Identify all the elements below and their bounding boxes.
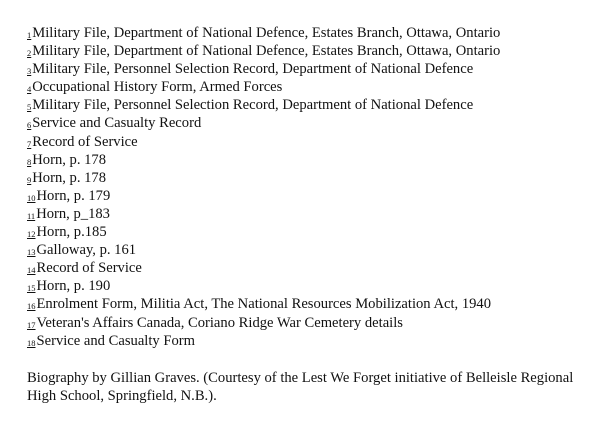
footnote-number[interactable]: 15 <box>27 283 36 294</box>
footnote-number[interactable]: 16 <box>27 301 36 312</box>
footnote-number[interactable]: 6 <box>27 120 32 131</box>
footnote-text: Horn, p. 178 <box>32 169 107 186</box>
footnote-item: 4Occupational History Form, Armed Forces <box>27 78 500 96</box>
footnote-number[interactable]: 4 <box>27 84 32 95</box>
footnote-number[interactable]: 13 <box>27 247 36 258</box>
footnote-item: 3Military File, Personnel Selection Reco… <box>27 60 500 78</box>
footnote-text: Horn, p. 179 <box>36 187 111 204</box>
footnote-text: Record of Service <box>32 133 138 150</box>
footnote-text: Veteran's Affairs Canada, Coriano Ridge … <box>36 314 403 331</box>
footnote-text: Military File, Department of National De… <box>32 25 501 41</box>
footnote-item: 15Horn, p. 190 <box>27 277 500 295</box>
footnote-item: 10Horn, p. 179 <box>27 187 500 205</box>
footnote-item: 13Galloway, p. 161 <box>27 241 500 259</box>
footnote-item: 9Horn, p. 178 <box>27 169 500 187</box>
footnote-text: Service and Casualty Form <box>36 332 195 349</box>
footnote-text: Record of Service <box>36 260 142 277</box>
footnote-number[interactable]: 5 <box>27 102 32 113</box>
footnote-item: 17Veteran's Affairs Canada, Coriano Ridg… <box>27 314 500 332</box>
footnote-text: Service and Casualty Record <box>32 115 202 132</box>
footnote-number[interactable]: 18 <box>27 337 36 348</box>
footnote-number[interactable]: 17 <box>27 319 36 330</box>
footnote-number[interactable]: 10 <box>27 192 36 203</box>
footnote-text: Horn, p_183 <box>36 205 110 222</box>
footnote-item: 12Horn, p.185 <box>27 223 500 241</box>
footnote-text: Military File, Personnel Selection Recor… <box>32 61 474 78</box>
footnote-text: Galloway, p. 161 <box>36 242 137 259</box>
footnote-text: Horn, p.185 <box>36 224 107 241</box>
footnote-number[interactable]: 3 <box>27 66 32 77</box>
footnote-number[interactable]: 1 <box>27 30 32 40</box>
footnote-text: Military File, Department of National De… <box>32 43 501 60</box>
footnote-text: Horn, p. 178 <box>32 151 107 168</box>
footnote-text: Occupational History Form, Armed Forces <box>32 79 283 96</box>
footnote-item: 18Service and Casualty Form <box>27 332 500 350</box>
footnote-item: 5Military File, Personnel Selection Reco… <box>27 96 500 114</box>
footnote-number[interactable]: 14 <box>27 265 36 276</box>
footnote-item: 11Horn, p_183 <box>27 205 500 223</box>
footnote-item: 16Enrolment Form, Militia Act, The Natio… <box>27 295 500 313</box>
footnote-number[interactable]: 2 <box>27 48 32 59</box>
footnote-item: 8Horn, p. 178 <box>27 151 500 169</box>
footnote-item: 7Record of Service <box>27 133 500 151</box>
footnote-item: 6Service and Casualty Record <box>27 114 500 132</box>
footnote-text: Horn, p. 190 <box>36 278 111 295</box>
footnote-text: Enrolment Form, Militia Act, The Nationa… <box>36 296 492 313</box>
footnote-item: 14Record of Service <box>27 259 500 277</box>
biography-credit: Biography by Gillian Graves. (Courtesy o… <box>27 370 574 404</box>
footnote-item: 2Military File, Department of National D… <box>27 42 500 60</box>
footnote-number[interactable]: 11 <box>27 210 36 221</box>
footnote-item: 1Military File, Department of National D… <box>27 24 500 42</box>
footnote-number[interactable]: 12 <box>27 229 36 240</box>
footnote-number[interactable]: 7 <box>27 138 32 149</box>
footnote-list: 1Military File, Department of National D… <box>27 24 500 350</box>
footnote-text: Military File, Personnel Selection Recor… <box>32 97 474 114</box>
footnote-number[interactable]: 9 <box>27 174 32 185</box>
footnote-number[interactable]: 8 <box>27 156 32 167</box>
